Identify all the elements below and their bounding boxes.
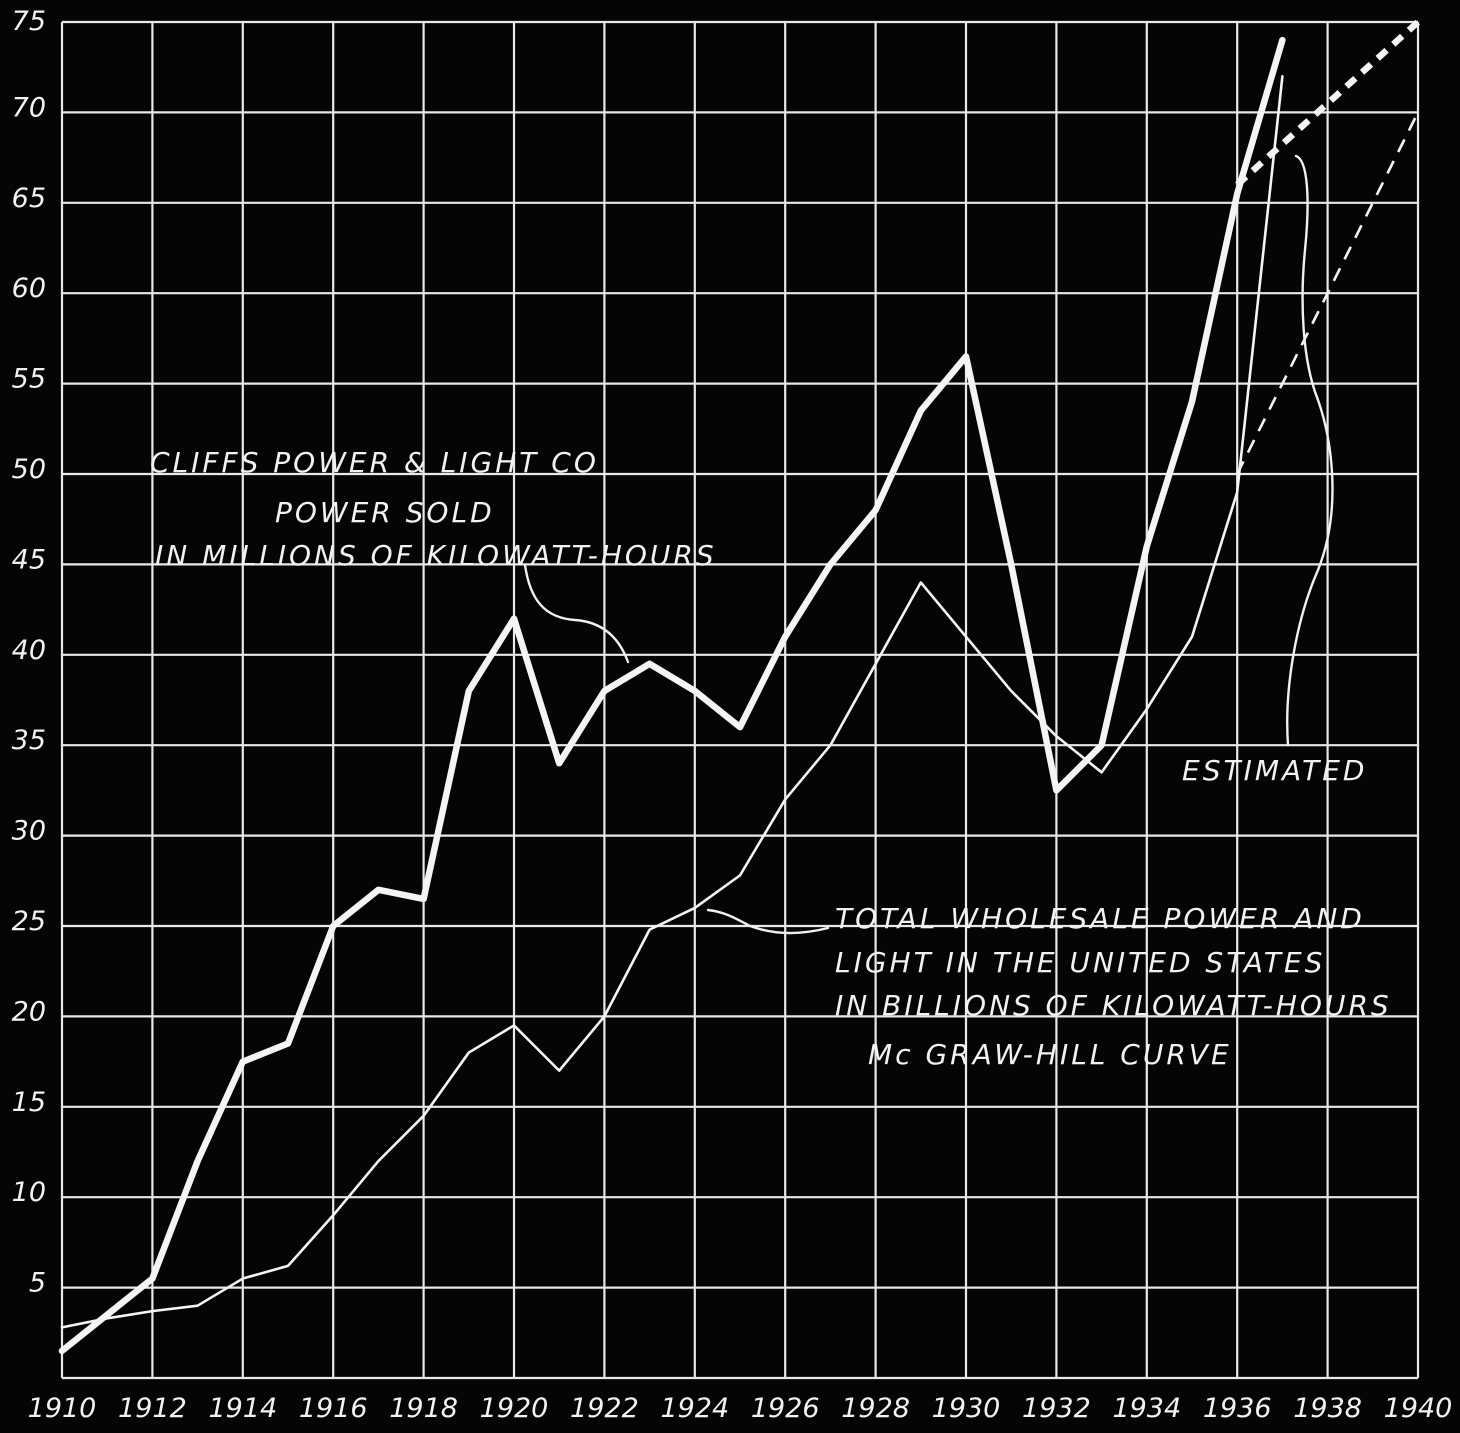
x-tick-label: 1924 [660,1393,729,1424]
series-line-us-total [60,74,1284,1329]
grid [60,20,1420,1380]
x-tick-label: 1940 [1384,1393,1453,1424]
y-tick-label: 35 [12,725,46,756]
us-label-line-1: TOTAL WHOLESALE POWER AND [835,902,1365,935]
y-tick-label: 50 [12,454,46,485]
x-tick-label: 1922 [570,1393,639,1424]
x-tick-label: 1938 [1293,1393,1362,1424]
estimated-pointer-arrow [1286,154,1334,747]
series-layer [58,19,1421,1355]
x-tick-label: 1928 [841,1393,910,1424]
y-tick-label: 60 [12,273,46,304]
x-tick-label: 1932 [1022,1393,1091,1424]
us-label-line-3: IN BILLIONS OF KILOWATT-HOURS [835,989,1392,1022]
y-tick-label: 40 [12,635,46,666]
cliffs-pointer-arrow [523,563,630,664]
y-tick-label: 10 [12,1177,46,1208]
x-tick-label: 1914 [208,1393,277,1424]
cliffs-label-line-2: POWER SOLD [275,496,495,529]
x-tick-label: 1910 [28,1393,97,1424]
cliffs-label-line-3: IN MILLIONS OF KILOWATT-HOURS [155,539,717,572]
y-tick-label: 55 [12,364,46,395]
us-pointer-arrow [706,908,830,935]
annotations: CLIFFS POWER & LIGHT CO POWER SOLD IN MI… [150,154,1392,1071]
cliffs-label-line-1: CLIFFS POWER & LIGHT CO [150,446,599,479]
estimated-line-us-total [1236,111,1420,475]
y-tick-label: 75 [12,6,46,37]
x-tick-label: 1926 [751,1393,820,1424]
y-tick-label: 5 [29,1268,46,1299]
x-tick-label: 1920 [480,1393,549,1424]
y-tick-label: 70 [12,92,46,123]
x-tick-label: 1916 [299,1393,368,1424]
x-tick-label: 1936 [1203,1393,1272,1424]
y-tick-label: 30 [12,816,46,847]
y-tick-label: 25 [12,906,46,937]
y-tick-label: 15 [12,1087,46,1118]
estimated-label: ESTIMATED [1182,754,1367,787]
x-tick-label: 1918 [389,1393,458,1424]
y-tick-label: 65 [12,183,46,214]
x-tick-label: 1930 [932,1393,1001,1424]
y-tick-label: 20 [12,996,46,1027]
us-label-line-4: Mc GRAW-HILL CURVE [868,1038,1232,1071]
series-line-cliffs [58,36,1286,1355]
us-label-line-2: LIGHT IN THE UNITED STATES [835,946,1325,979]
y-tick-label: 45 [12,544,46,575]
tick-labels: 1910 1912 1914 1916 1918 1920 1922 1924 1926 1928… [12,6,1453,1424]
x-tick-label: 1912 [118,1393,187,1424]
x-tick-label: 1934 [1112,1393,1181,1424]
